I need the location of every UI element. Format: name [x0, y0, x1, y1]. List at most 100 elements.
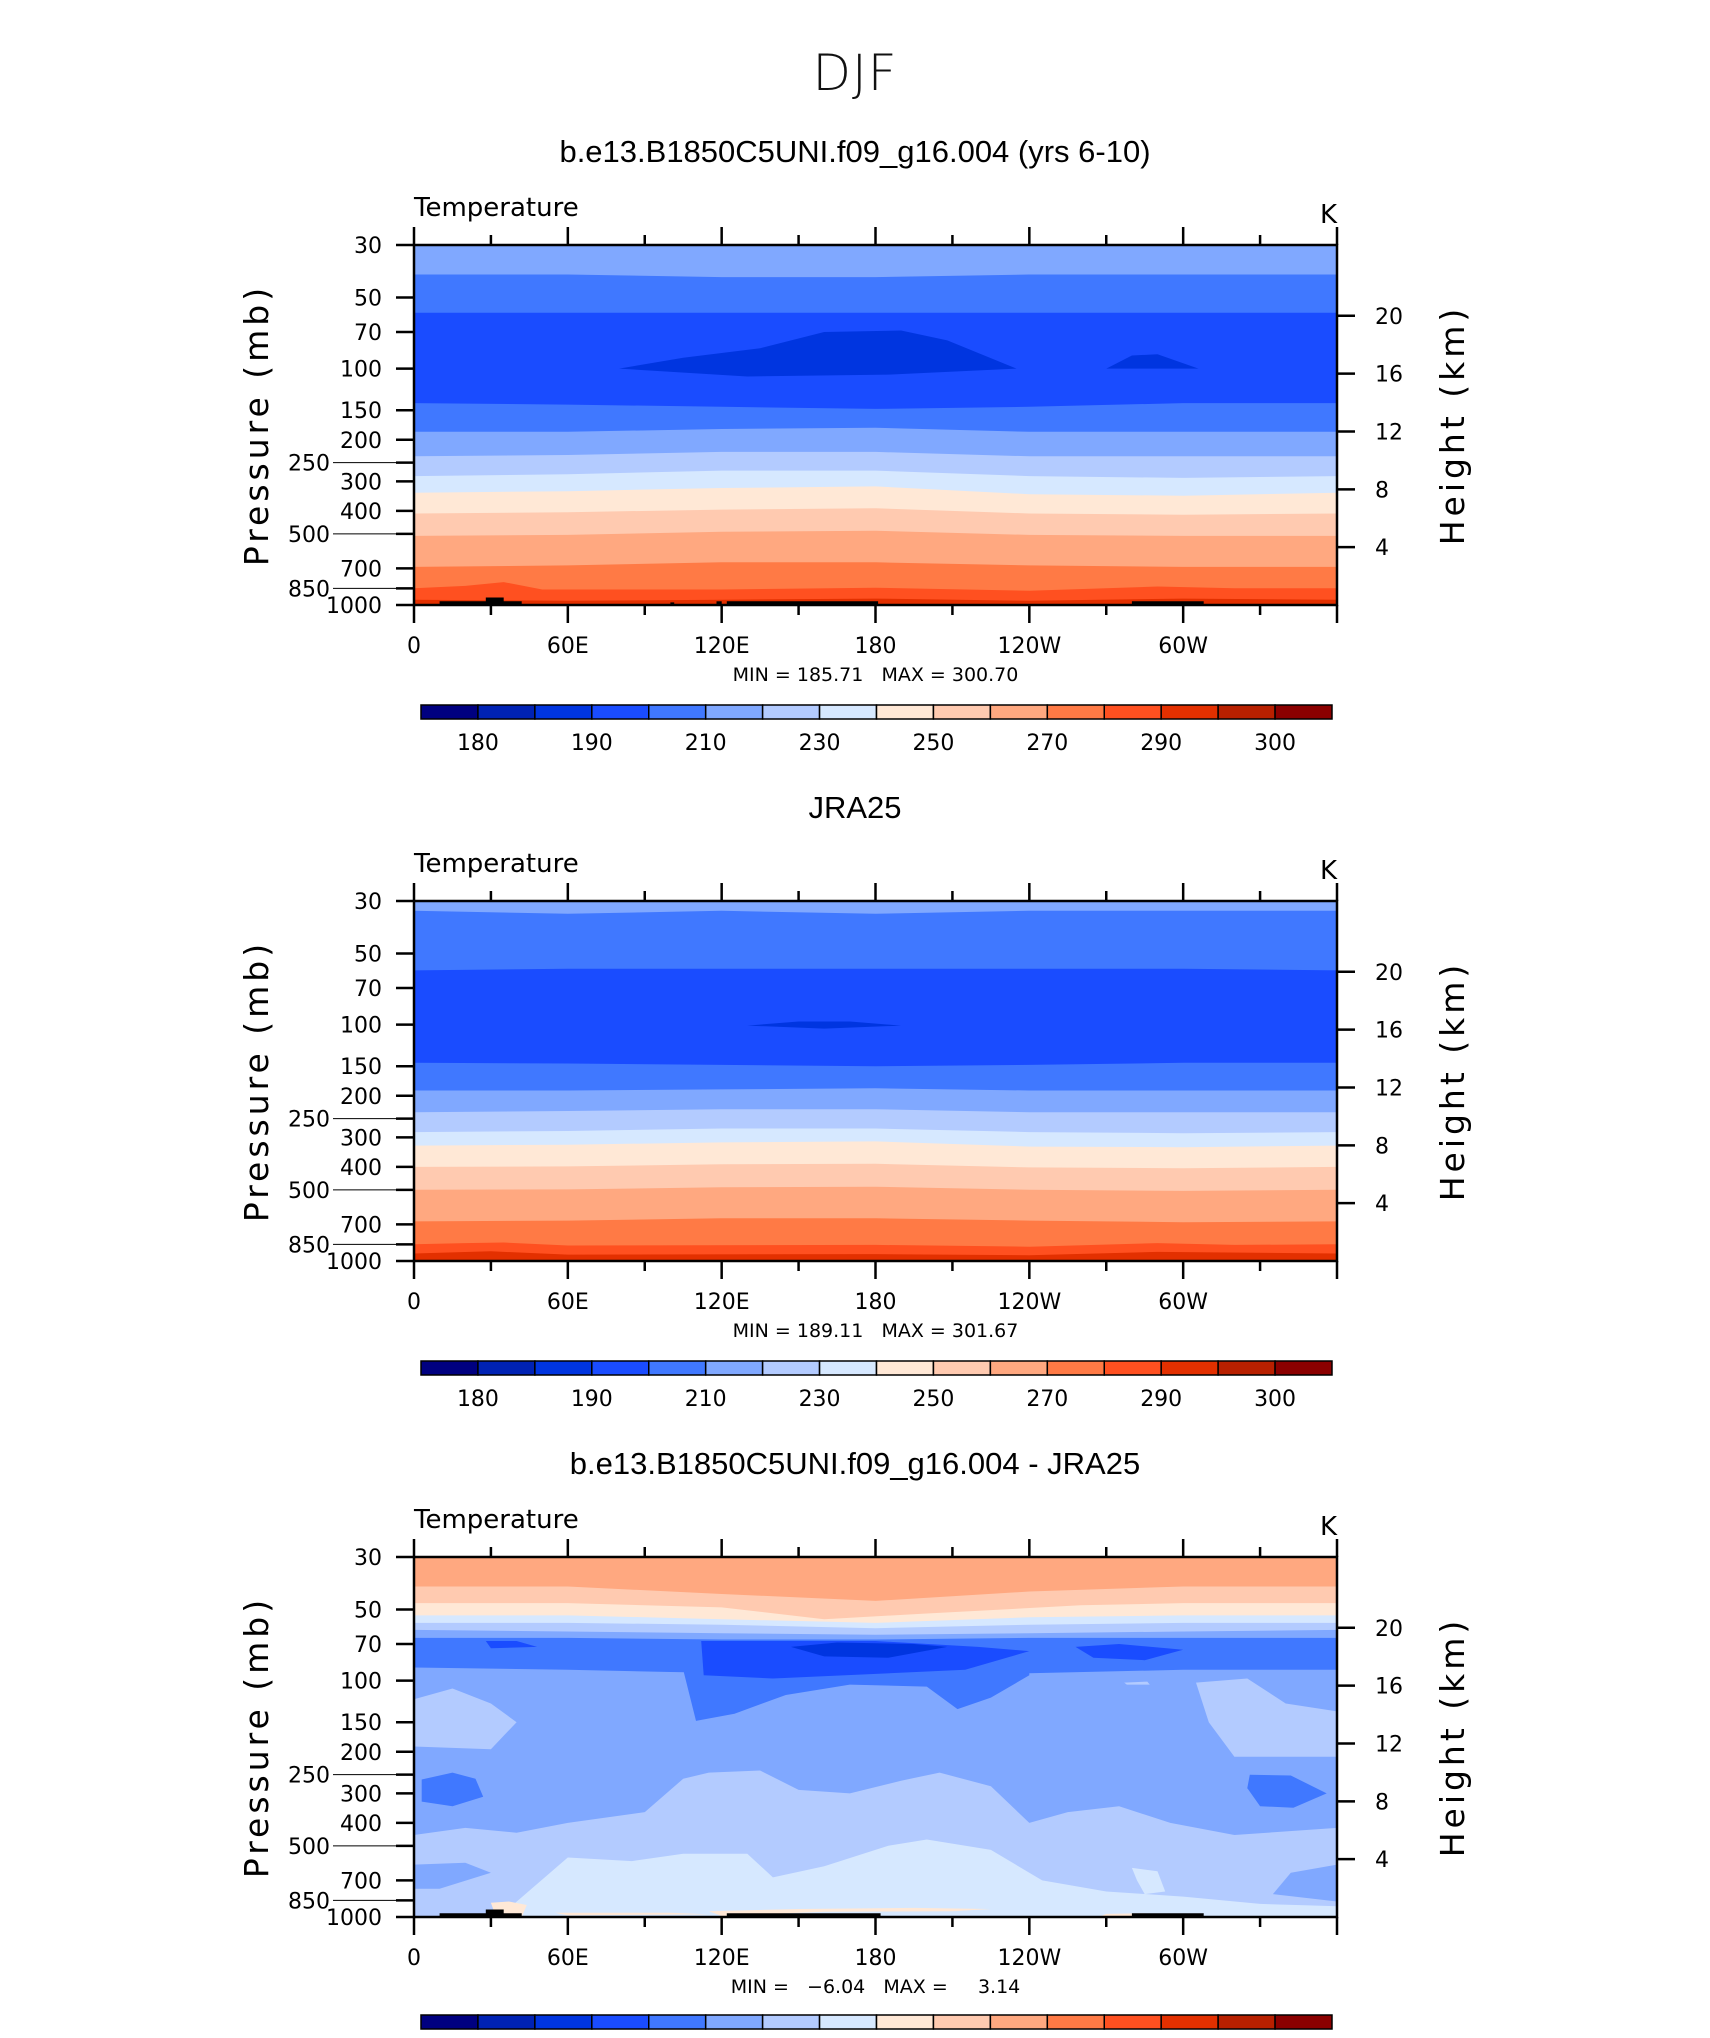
- x-tick-label: 120E: [694, 634, 750, 659]
- y-tick-label: 500: [288, 523, 330, 548]
- figure-title: DJF: [812, 44, 898, 102]
- contour-region: [1272, 1864, 1337, 1902]
- x-tick-label: 180: [855, 1290, 897, 1315]
- y-tick-label: 300: [340, 1126, 382, 1151]
- colorbar-label: 270: [1026, 1387, 1068, 1412]
- y-right-tick-label: 4: [1375, 1848, 1389, 1873]
- y-tick-label: 70: [354, 321, 382, 346]
- colorbar-box: [704, 2014, 764, 2030]
- y-tick-label: 30: [354, 1546, 382, 1571]
- right-string: K: [1320, 856, 1338, 886]
- colorbar-label: 250: [912, 731, 954, 756]
- land-mask: [439, 597, 522, 605]
- y-tick-label: 200: [340, 429, 382, 454]
- colorbar-box: [875, 2014, 935, 2030]
- y-tick-label: 150: [340, 1711, 382, 1736]
- x-tick-label: 60W: [1158, 1290, 1208, 1315]
- colorbar-box: [534, 2014, 593, 2030]
- y-tick-label: 100: [340, 1014, 382, 1039]
- colorbar-box: [1046, 2014, 1105, 2030]
- y-tick-label: 150: [340, 1055, 382, 1080]
- panel-2-title: JRA25: [808, 790, 902, 825]
- colorbar-box: [818, 704, 878, 720]
- y-right-tick-label: 20: [1375, 961, 1403, 986]
- x-tick-label: 120W: [997, 1290, 1061, 1315]
- colorbar-box: [1274, 704, 1333, 720]
- right-string: K: [1320, 1512, 1338, 1542]
- y-tick-label: 70: [354, 977, 382, 1002]
- y-tick-label: 150: [340, 399, 382, 424]
- right-string: K: [1320, 200, 1338, 230]
- contour-region: [701, 1641, 1030, 1679]
- min-max-stats: MIN = 189.11 MAX = 301.67: [733, 1320, 1019, 1342]
- x-tick-label: 120E: [694, 1946, 750, 1971]
- y-tick-label: 1000: [326, 594, 382, 619]
- y-tick-label: 200: [340, 1085, 382, 1110]
- panel-3: 0 60E 120E 180 120W 60W 30 50 70 100 150 200 250 300 4…: [237, 1505, 1472, 2030]
- contour-band: [414, 1251, 1337, 1261]
- contour-region: [708, 1907, 991, 1916]
- colorbar-box: [1160, 2014, 1219, 2030]
- colorbar-box: [761, 1360, 821, 1376]
- x-tick-label: 120W: [997, 1946, 1061, 1971]
- y-tick-label: 250: [288, 452, 330, 477]
- left-string: Temperature: [413, 849, 579, 879]
- x-tick-label: 60E: [547, 1290, 589, 1315]
- panel-2: 0 60E 120E 180 120W 60W 30 50 70 100 150 200 250 300 4…: [237, 849, 1472, 1412]
- y-right-tick-label: 12: [1375, 1076, 1403, 1101]
- colorbar-box: [1046, 704, 1105, 720]
- colorbar-label: 290: [1140, 1387, 1182, 1412]
- colorbar-box: [818, 1360, 878, 1376]
- y-right-tick-label: 16: [1375, 1019, 1403, 1044]
- left-string: Temperature: [413, 193, 579, 223]
- y-right-tick-label: 16: [1375, 1675, 1403, 1700]
- y-tick-label: 700: [340, 1213, 382, 1238]
- colorbar-box: [648, 2014, 707, 2030]
- y-tick-label: 50: [354, 942, 382, 967]
- min-max-stats: MIN = −6.04 MAX = 3.14: [731, 1976, 1021, 1998]
- y-tick-label: 50: [354, 286, 382, 311]
- y-right-tick-label: 16: [1375, 363, 1403, 388]
- y-right-tick-label: 8: [1375, 478, 1389, 503]
- contour-region: [1131, 1867, 1166, 1895]
- contour-region: [485, 1641, 538, 1649]
- left-string: Temperature: [413, 1505, 579, 1535]
- colorbar-box: [818, 2014, 878, 2030]
- y-right-tick-label: 12: [1375, 420, 1403, 445]
- panel-1-title: b.e13.B1850C5UNI.f09_g16.004 (yrs 6-10): [559, 134, 1151, 169]
- colorbar: 180 190 210 230 250 270 290 300: [420, 1360, 1333, 1412]
- contour-region: [1106, 354, 1199, 369]
- colorbar-label: 190: [571, 731, 613, 756]
- y-right-tick-label: 12: [1375, 1732, 1403, 1757]
- colorbar-label: 290: [1140, 731, 1182, 756]
- y-tick-label: 50: [354, 1598, 382, 1623]
- y-tick-label: 400: [340, 1156, 382, 1181]
- y-tick-label: 70: [354, 1633, 382, 1658]
- colorbar-box: [875, 1360, 935, 1376]
- colorbar-box: [989, 1360, 1049, 1376]
- colorbar-label: 230: [799, 731, 841, 756]
- y-axis-label: Pressure (mb): [237, 940, 276, 1222]
- contour-region: [1247, 1774, 1327, 1808]
- colorbar-box: [420, 2014, 479, 2030]
- colorbar-box: [704, 704, 764, 720]
- colorbar-box: [1103, 2014, 1162, 2030]
- colorbar-box: [989, 2014, 1049, 2030]
- contour-field: [414, 245, 1337, 605]
- colorbar-box: [1217, 2014, 1276, 2030]
- contour-region: [421, 1772, 484, 1807]
- colorbar-box: [1160, 704, 1219, 720]
- colorbar: −9−7−5−4−3−2−101234579: [420, 2014, 1333, 2030]
- y-tick-label: 850: [288, 1233, 330, 1258]
- y-right-axis-label: Height (km): [1433, 305, 1472, 546]
- colorbar-label: 250: [912, 1387, 954, 1412]
- colorbar-box: [591, 704, 650, 720]
- colorbar-box: [1274, 1360, 1333, 1376]
- land-mask: [439, 1909, 522, 1917]
- y-right-tick-label: 8: [1375, 1790, 1389, 1815]
- min-max-stats: MIN = 185.71 MAX = 300.70: [733, 664, 1019, 686]
- colorbar-box: [875, 704, 935, 720]
- y-tick-label: 100: [340, 358, 382, 383]
- colorbar-label: 230: [799, 1387, 841, 1412]
- colorbar-box: [534, 1360, 593, 1376]
